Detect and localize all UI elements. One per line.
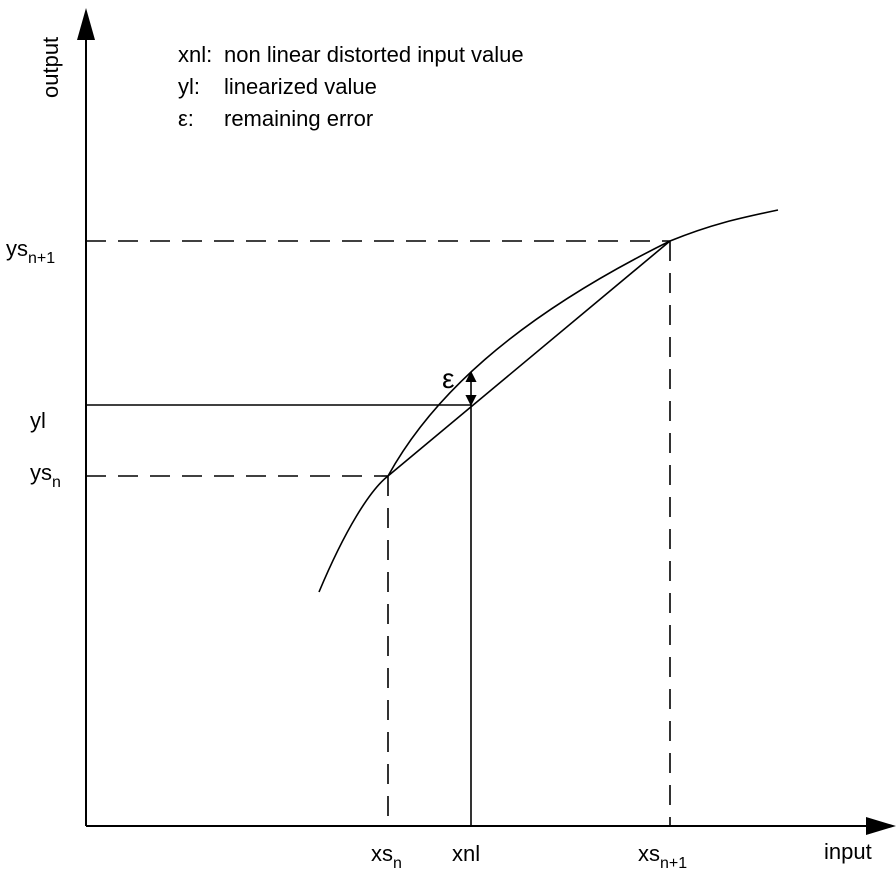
legend-key: yl: xyxy=(178,74,200,99)
x-tick-xs-n1: xsn+1 xyxy=(638,841,687,872)
legend-description: linearized value xyxy=(224,74,377,99)
y-axis-title: output xyxy=(38,37,63,98)
tick-base: xs xyxy=(638,841,660,866)
y-tick-ys-n1: ysn+1 xyxy=(6,236,55,267)
tick-subscript: n+1 xyxy=(28,250,55,267)
tick-base: ys xyxy=(6,236,28,261)
legend: xnl: non linear distorted input value yl… xyxy=(178,42,524,131)
linear-chord xyxy=(387,240,671,477)
tick-subscript: n+1 xyxy=(660,855,687,872)
legend-item-yl: yl: linearized value xyxy=(178,74,377,99)
y-tick-yl: yl xyxy=(30,408,46,433)
legend-description: non linear distorted input value xyxy=(224,42,524,67)
legend-item-xnl: xnl: non linear distorted input value xyxy=(178,42,524,67)
tick-subscript: n xyxy=(393,855,402,872)
legend-key: xnl: xyxy=(178,42,212,67)
y-tick-ys-n: ysn xyxy=(30,460,61,491)
tick-subscript: n xyxy=(52,474,61,491)
x-axis-arrowhead xyxy=(866,817,896,835)
legend-key: ε: xyxy=(178,106,194,131)
legend-item-epsilon: ε: remaining error xyxy=(178,106,373,131)
legend-description: remaining error xyxy=(224,106,373,131)
y-axis-arrowhead xyxy=(77,8,95,40)
x-axis-title: input xyxy=(824,839,872,864)
nonlinear-curve xyxy=(318,209,779,593)
x-tick-xnl: xnl xyxy=(452,841,480,866)
guide-lines xyxy=(86,240,671,826)
error-label: ε xyxy=(442,363,454,394)
tick-base: ys xyxy=(30,460,52,485)
tick-base: xs xyxy=(371,841,393,866)
x-tick-xs-n: xsn xyxy=(371,841,402,872)
